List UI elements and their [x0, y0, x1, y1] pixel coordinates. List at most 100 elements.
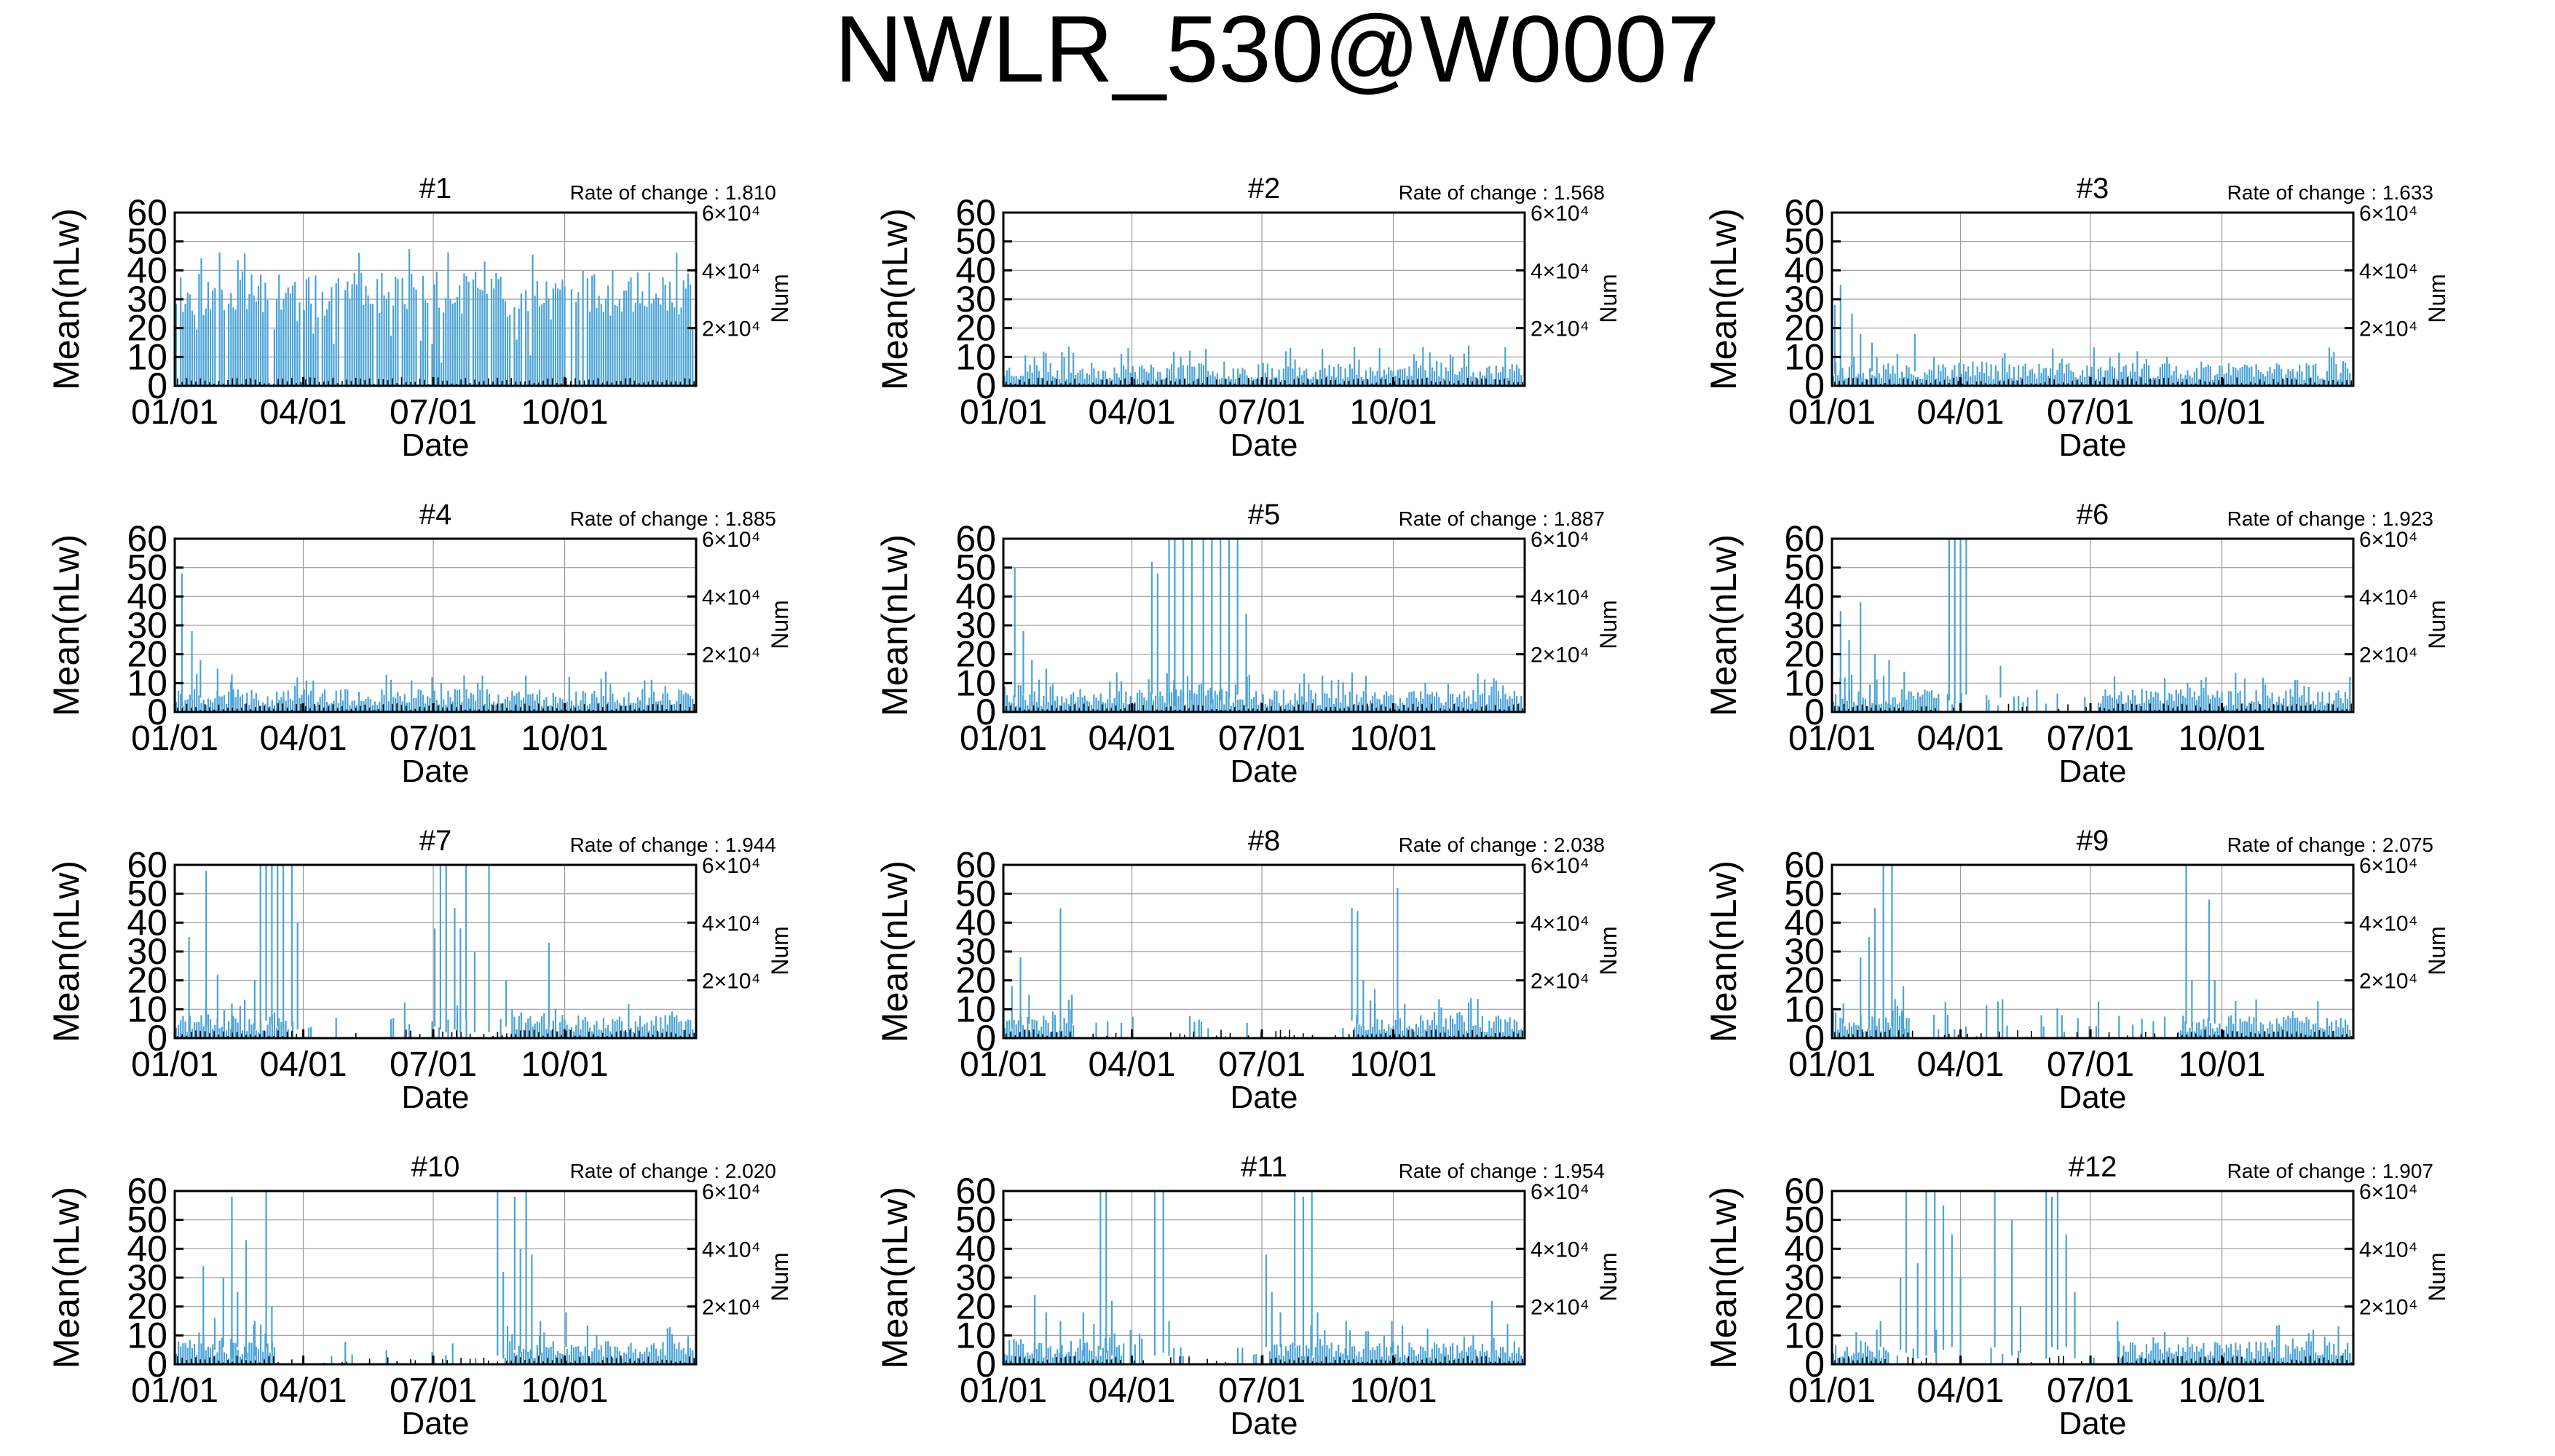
x-axis-label: Date	[2059, 753, 2127, 789]
rate-of-change-label: Rate of change : 1.885	[570, 507, 776, 530]
rate-of-change-label: Rate of change : 2.075	[2227, 834, 2433, 856]
y-tick-label: 60	[955, 192, 996, 233]
x-tick-label: 10/01	[521, 1045, 608, 1084]
y2-tick-label: 6×10⁴	[1531, 1180, 1589, 1204]
y-tick-label: 40	[127, 1228, 167, 1269]
count-series	[1006, 1356, 1524, 1364]
y2-tick-label: 4×10⁴	[702, 911, 760, 935]
y-tick-label: 10	[127, 662, 167, 703]
y2-tick-label: 4×10⁴	[1531, 585, 1589, 609]
x-axis-label: Date	[1231, 1406, 1298, 1441]
y2-tick-label: 6×10⁴	[2359, 854, 2417, 878]
y2-tick-label: 2×10⁴	[702, 317, 760, 341]
y-tick-label: 60	[1784, 1171, 1825, 1211]
y-axis-label: Mean(nLw)	[46, 208, 87, 390]
y2-tick-label: 4×10⁴	[1531, 1238, 1589, 1262]
bar-series	[1832, 865, 2351, 1038]
y2-tick-label: 2×10⁴	[2359, 317, 2417, 341]
x-tick-label: 01/01	[131, 1045, 218, 1084]
panel-title: #3	[2077, 173, 2109, 205]
y-tick-label: 30	[1784, 1257, 1825, 1298]
panel-title: #5	[1248, 499, 1281, 531]
y-tick-label: 20	[1784, 634, 1825, 675]
x-tick-label: 07/01	[2047, 1372, 2134, 1410]
y2-axis-label: Num	[767, 1252, 793, 1302]
x-tick-label: 10/01	[2178, 1045, 2265, 1084]
y-axis-label: Mean(nLw)	[1703, 534, 1744, 716]
bar-series	[175, 865, 694, 1038]
y-tick-label: 50	[127, 1200, 167, 1241]
y-tick-label: 10	[1784, 662, 1825, 703]
x-tick-label: 10/01	[521, 1372, 608, 1410]
y-tick-label: 20	[955, 1286, 996, 1327]
x-tick-label: 10/01	[1349, 1045, 1437, 1084]
y-tick-label: 50	[1784, 1200, 1825, 1241]
y-tick-label: 0	[147, 365, 167, 406]
y2-tick-label: 2×10⁴	[702, 644, 760, 668]
x-tick-label: 01/01	[960, 393, 1047, 432]
x-axis-label: Date	[1231, 427, 1298, 463]
y-tick-label: 50	[1784, 221, 1825, 262]
y-tick-label: 30	[1784, 931, 1825, 972]
rate-of-change-label: Rate of change : 1.887	[1399, 507, 1605, 530]
x-tick-label: 01/01	[131, 719, 218, 758]
panel-title: #6	[2077, 499, 2109, 531]
rate-of-change-label: Rate of change : 2.038	[1399, 834, 1605, 856]
y-tick-label: 40	[955, 1228, 996, 1269]
y-tick-label: 10	[127, 336, 167, 377]
y-tick-label: 60	[955, 1171, 996, 1211]
y-tick-label: 40	[955, 576, 996, 617]
y-tick-label: 0	[976, 1344, 996, 1385]
y2-tick-label: 6×10⁴	[1531, 202, 1589, 226]
y-axis-label: Mean(nLw)	[1703, 208, 1744, 390]
y-tick-label: 20	[127, 634, 167, 675]
y2-tick-label: 4×10⁴	[1531, 911, 1589, 935]
y2-tick-label: 6×10⁴	[702, 202, 760, 226]
y-tick-label: 50	[1784, 547, 1825, 588]
y2-axis-label: Num	[2424, 600, 2450, 649]
x-tick-label: 07/01	[390, 393, 477, 432]
y-tick-label: 40	[955, 902, 996, 943]
rate-of-change-label: Rate of change : 1.954	[1399, 1160, 1605, 1182]
y2-axis-label: Num	[2424, 926, 2450, 976]
y2-tick-label: 4×10⁴	[2359, 1238, 2417, 1262]
y2-tick-label: 2×10⁴	[1531, 1296, 1589, 1320]
x-tick-label: 04/01	[1088, 393, 1175, 432]
bar-series	[1832, 1191, 2351, 1364]
y-tick-label: 0	[1804, 1018, 1825, 1059]
y2-tick-label: 2×10⁴	[702, 970, 760, 994]
x-tick-label: 04/01	[259, 719, 347, 758]
bar-series	[1003, 1191, 1523, 1364]
x-tick-label: 10/01	[1349, 1372, 1437, 1410]
bar-series	[175, 573, 694, 712]
bar-series	[175, 249, 694, 386]
y-tick-label: 0	[1804, 692, 1825, 732]
count-series	[1834, 703, 2353, 712]
y2-axis-label: Num	[767, 274, 793, 323]
y-tick-label: 0	[1804, 365, 1825, 406]
x-tick-label: 04/01	[1916, 393, 2004, 432]
x-tick-label: 07/01	[2047, 1045, 2134, 1084]
panel-title: #7	[419, 825, 452, 857]
y-tick-label: 50	[955, 874, 996, 914]
x-tick-label: 04/01	[1916, 719, 2004, 758]
y2-tick-label: 4×10⁴	[2359, 585, 2417, 609]
x-tick-label: 01/01	[960, 719, 1047, 758]
y2-tick-label: 6×10⁴	[2359, 202, 2417, 226]
y-tick-label: 20	[1784, 1286, 1825, 1327]
y-tick-label: 30	[1784, 279, 1825, 320]
x-tick-label: 04/01	[259, 1372, 347, 1410]
x-tick-label: 04/01	[1088, 719, 1175, 758]
y-tick-label: 0	[1804, 1344, 1825, 1385]
x-tick-label: 07/01	[390, 719, 477, 758]
y-tick-label: 40	[127, 250, 167, 290]
y-tick-label: 40	[955, 250, 996, 290]
x-axis-label: Date	[2059, 1406, 2127, 1441]
y2-tick-label: 2×10⁴	[2359, 1296, 2417, 1320]
y-axis-label: Mean(nLw)	[874, 1187, 915, 1369]
x-axis-label: Date	[2059, 1080, 2127, 1115]
